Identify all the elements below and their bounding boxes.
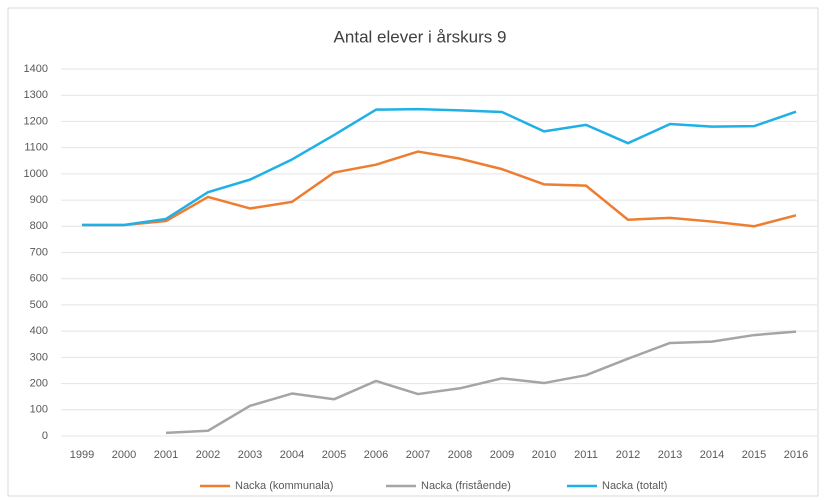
legend-label: Nacka (fristående) — [421, 480, 511, 492]
line-series — [82, 150, 797, 228]
x-tick-label: 2000 — [112, 449, 136, 461]
y-tick-label: 400 — [30, 325, 48, 337]
x-tick-label: 2008 — [448, 449, 472, 461]
chart-title: Antal elever i årskurs 9 — [334, 27, 507, 46]
y-tick-label: 1300 — [24, 89, 48, 101]
legend-label: Nacka (totalt) — [602, 480, 667, 492]
y-tick-label: 1100 — [24, 142, 48, 154]
y-tick-label: 300 — [30, 351, 48, 363]
y-tick-label: 600 — [30, 273, 48, 285]
y-tick-label: 800 — [30, 220, 48, 232]
y-tick-label: 1400 — [24, 63, 48, 75]
x-tick-label: 2006 — [364, 449, 388, 461]
x-tick-label: 2013 — [658, 449, 682, 461]
line-series — [165, 330, 797, 435]
y-tick-label: 100 — [30, 404, 48, 416]
y-tick-label: 700 — [30, 246, 48, 258]
y-tick-label: 1000 — [24, 168, 48, 180]
x-tick-label: 2004 — [280, 449, 304, 461]
x-tick-label: 2014 — [700, 449, 724, 461]
x-tick-label: 2001 — [154, 449, 178, 461]
x-tick-label: 2011 — [574, 449, 598, 461]
x-tick-label: 2015 — [742, 449, 766, 461]
y-tick-label: 200 — [30, 377, 48, 389]
y-tick-label: 500 — [30, 299, 48, 311]
x-tick-label: 2002 — [196, 449, 220, 461]
x-tick-label: 2009 — [490, 449, 514, 461]
y-tick-label: 900 — [30, 194, 48, 206]
line-series — [82, 107, 797, 227]
x-tick-label: 2007 — [406, 449, 430, 461]
x-tick-label: 1999 — [70, 449, 94, 461]
legend-label: Nacka (kommunala) — [235, 480, 333, 492]
x-tick-label: 2003 — [238, 449, 262, 461]
x-tick-label: 2012 — [616, 449, 640, 461]
x-tick-label: 2016 — [784, 449, 808, 461]
y-tick-label: 1200 — [24, 115, 48, 127]
x-tick-label: 2005 — [322, 449, 346, 461]
y-tick-label: 0 — [42, 430, 48, 442]
x-tick-label: 2010 — [532, 449, 556, 461]
